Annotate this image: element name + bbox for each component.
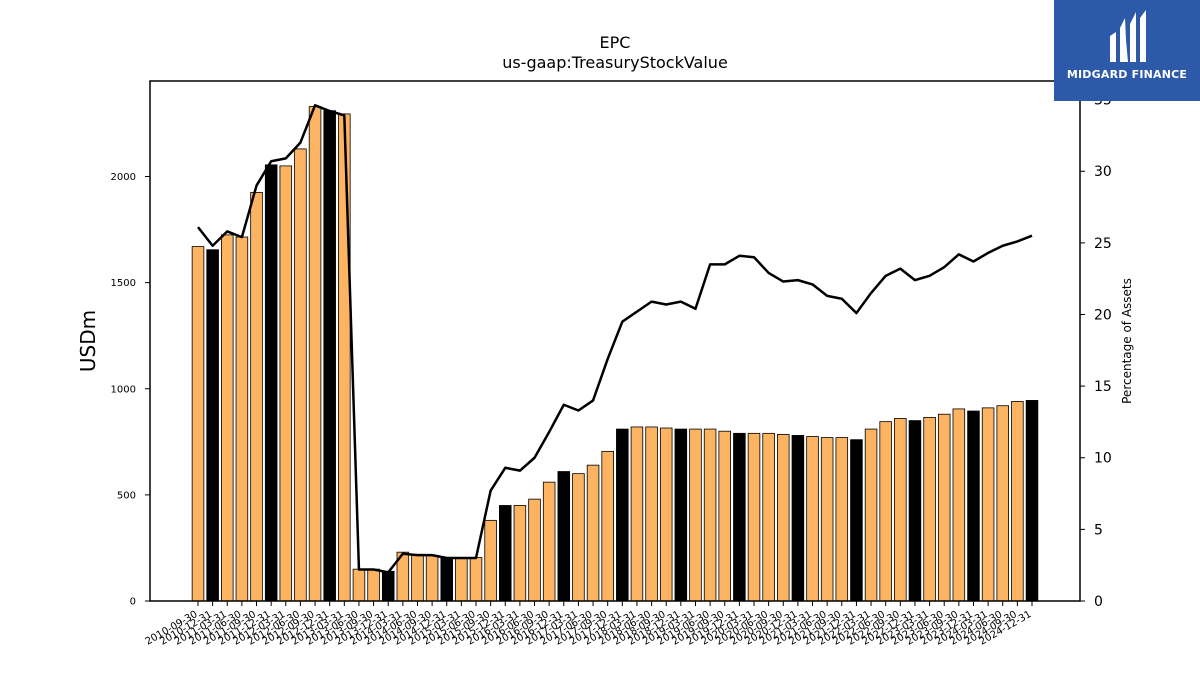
midgard-m-logo-icon <box>1110 10 1146 62</box>
y2-tick-label: 0 <box>1094 594 1103 610</box>
bar <box>338 113 351 602</box>
y2-tick-label: 30 <box>1094 164 1112 180</box>
y-axis-left: 0 500 1000 1500 2000 <box>111 172 150 608</box>
y-tick-label: 500 <box>117 490 136 501</box>
bar <box>601 450 614 602</box>
logo-text: MIDGARD FINANCE <box>1066 68 1188 81</box>
bar <box>791 435 805 602</box>
bar <box>674 428 688 602</box>
plot-frame <box>149 80 1081 602</box>
bar <box>455 557 468 602</box>
bar <box>835 437 849 602</box>
bar <box>323 110 336 602</box>
bar <box>484 519 497 602</box>
bar <box>952 408 966 602</box>
bar <box>937 413 951 602</box>
bar <box>923 417 936 602</box>
bar <box>469 557 483 602</box>
bar <box>1011 401 1024 602</box>
y-tick-label: 1000 <box>111 384 136 395</box>
bar <box>733 432 746 602</box>
chart-subtitle: us-gaap:TreasuryStockValue <box>502 53 728 72</box>
bar <box>235 236 249 602</box>
x-axis: 2010-09-302010-12-312011-03-312011-06-30… <box>144 601 1034 648</box>
bar <box>967 410 980 602</box>
y-tick-label: 2000 <box>111 172 136 183</box>
bar <box>850 439 863 602</box>
midgard-finance-logo: MIDGARD FINANCE <box>1054 0 1200 101</box>
bar <box>747 432 761 602</box>
bar <box>528 498 541 602</box>
bar <box>820 437 834 602</box>
percentage-line <box>197 104 1033 574</box>
bar <box>440 557 453 602</box>
y-tick-label: 1500 <box>111 278 136 289</box>
bar <box>762 432 775 602</box>
bar <box>264 164 278 602</box>
bar <box>191 246 205 602</box>
bar <box>411 553 424 602</box>
bar <box>308 106 322 602</box>
bar <box>777 433 790 602</box>
bar <box>1025 400 1039 602</box>
bar <box>250 192 263 602</box>
bar <box>586 464 600 602</box>
bar <box>645 426 658 602</box>
bar <box>294 148 307 602</box>
bar <box>703 428 717 602</box>
y2-tick-label: 25 <box>1094 236 1112 252</box>
bar <box>542 481 556 602</box>
chart-title: EPC <box>600 33 631 52</box>
bar <box>279 165 293 602</box>
y-axis-right: 05101520253035 <box>1080 93 1112 610</box>
bar <box>659 427 673 602</box>
bar <box>381 570 395 602</box>
bar <box>718 430 731 602</box>
bar <box>206 249 219 602</box>
y2-axis-label: Percentage of Assets <box>1120 278 1134 404</box>
percentage-line-series <box>197 104 1033 574</box>
y2-tick-label: 5 <box>1094 522 1103 538</box>
bar <box>513 505 527 602</box>
y-axis-label: USDm <box>76 310 100 372</box>
bar <box>616 428 629 602</box>
bar <box>425 554 439 602</box>
bar <box>367 568 380 602</box>
bar <box>894 418 907 602</box>
bar <box>879 421 892 602</box>
bar <box>221 234 234 602</box>
y2-tick-label: 20 <box>1094 307 1112 323</box>
y2-tick-label: 15 <box>1094 379 1112 395</box>
bar <box>630 426 644 602</box>
bar <box>572 473 585 602</box>
bar <box>689 428 702 602</box>
y2-tick-label: 10 <box>1094 451 1112 467</box>
bar-series <box>191 106 1039 602</box>
bar <box>864 428 878 602</box>
bar <box>806 436 819 602</box>
bar <box>981 407 995 602</box>
bar <box>557 471 571 602</box>
bar <box>908 420 922 602</box>
bar <box>352 568 366 602</box>
bar <box>499 505 512 602</box>
bar <box>996 405 1009 602</box>
y-tick-label: 0 <box>130 597 136 608</box>
